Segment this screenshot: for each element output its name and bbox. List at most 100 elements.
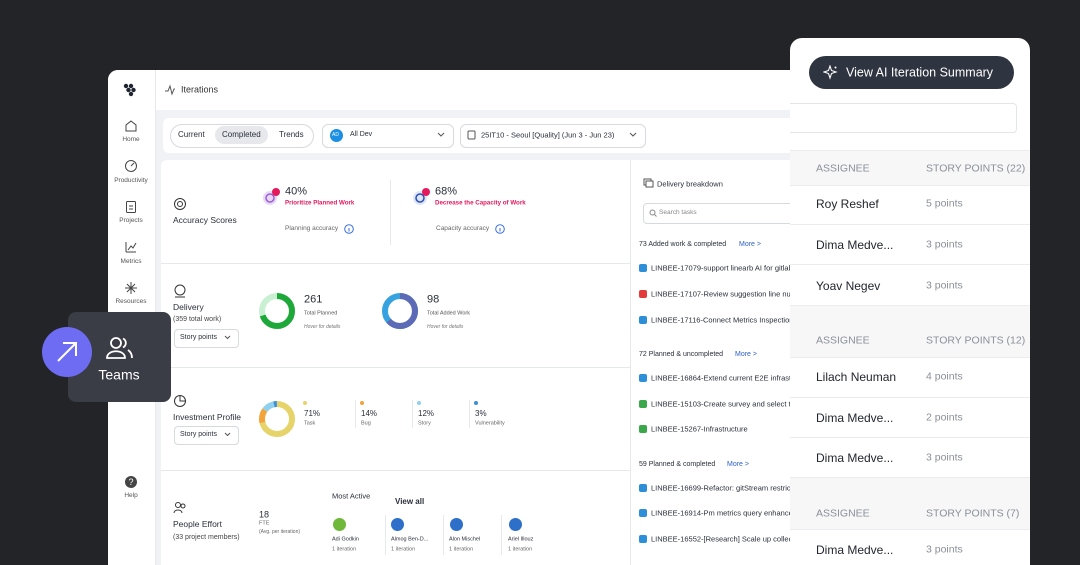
summary-box — [790, 103, 1017, 133]
member-iterations: 1 iteration — [508, 546, 533, 553]
divider — [412, 400, 413, 428]
task[interactable]: LINBEE-17079-support linearb AI for gitl… — [651, 263, 791, 273]
tab[interactable]: Current — [178, 130, 205, 140]
column-header: STORY POINTS (12) — [926, 334, 1026, 347]
info-icon[interactable] — [495, 224, 505, 234]
metric-label: Capacity accuracy — [436, 225, 490, 233]
divider — [469, 400, 470, 428]
search-placeholder: Search tasks — [659, 209, 697, 217]
profile-label: Vulnerability — [475, 420, 505, 427]
section-subtitle: (359 total work) — [173, 315, 222, 323]
section-header — [790, 150, 1030, 186]
dropdown-label: Story points — [180, 333, 217, 341]
dropdown-label: Story points — [180, 430, 217, 438]
iteration-icon — [467, 130, 476, 140]
row-divider — [790, 224, 1030, 225]
help-icon[interactable]: ? — [124, 475, 138, 489]
task[interactable]: LINBEE-15267-Infrastructure — [651, 424, 748, 434]
member-name: Adi Godkin — [332, 536, 359, 543]
column-header: STORY POINTS (7) — [926, 507, 1020, 520]
avatar — [509, 518, 522, 531]
productivity-icon[interactable] — [124, 159, 138, 173]
task-icon — [639, 400, 647, 408]
metric-alert: Prioritize Planned Work — [285, 199, 355, 207]
iteration-dropdown[interactable] — [460, 124, 646, 148]
tab[interactable]: Trends — [279, 130, 304, 140]
team-dropdown[interactable] — [322, 124, 454, 148]
task-icon — [639, 484, 647, 492]
assignee: Roy Reshef — [816, 196, 879, 211]
task[interactable]: LINBEE-16864-Extend current E2E infrastr… — [651, 373, 791, 383]
divider — [390, 180, 391, 245]
section-title: Accuracy Scores — [173, 214, 237, 225]
member-iterations: 1 iteration — [391, 546, 416, 553]
divider — [161, 367, 630, 368]
ai-summary-label: View AI Iteration Summary — [846, 65, 994, 80]
projects-icon[interactable] — [124, 200, 138, 214]
task[interactable]: LINBEE-16552-[Research] Scale up collect… — [651, 534, 791, 544]
accuracy-icon — [174, 198, 186, 210]
ai-panel: View AI Iteration Summary ASSIGNEE STORY… — [790, 38, 1030, 565]
more-link[interactable]: More > — [727, 460, 749, 468]
stat-label: Total Added Work — [427, 310, 471, 317]
metric-label: Planning accuracy — [285, 225, 339, 233]
task-icon — [639, 374, 647, 382]
unit-dropdown[interactable] — [174, 426, 239, 445]
member-iterations: 1 iteration — [449, 546, 474, 553]
task[interactable]: LINBEE-15103-Create survey and select to… — [651, 399, 791, 409]
profile-value: 71% — [304, 409, 321, 419]
ai-summary-button[interactable] — [809, 56, 1014, 89]
points: 5 points — [926, 197, 963, 210]
chevron — [224, 432, 231, 437]
points: 2 points — [926, 411, 963, 424]
iterations-icon — [165, 84, 175, 96]
investment-icon — [174, 395, 186, 407]
metric-value: 40% — [285, 185, 308, 198]
metrics-icon[interactable] — [124, 240, 138, 254]
legend-dot — [417, 401, 421, 405]
task[interactable]: LINBEE-17107-Review suggestion line numb… — [651, 289, 791, 299]
divider — [630, 160, 631, 565]
nav-label[interactable]: Metrics — [120, 258, 142, 266]
profile-label: Story — [418, 420, 431, 427]
points: 3 points — [926, 543, 963, 556]
view-all[interactable]: View all — [395, 497, 425, 507]
legend-dot — [360, 401, 364, 405]
more-link[interactable]: More > — [735, 350, 757, 358]
people-icon — [173, 502, 186, 514]
column-header: ASSIGNEE — [816, 334, 870, 347]
nav-label[interactable]: Productivity — [114, 177, 148, 185]
resources-icon[interactable] — [124, 281, 138, 295]
delivery-icon — [174, 284, 186, 298]
info-icon[interactable] — [344, 224, 354, 234]
task-icon — [639, 425, 647, 433]
content-card — [161, 160, 828, 565]
profile-label: Bug — [361, 420, 371, 427]
profile-value: 12% — [418, 409, 435, 419]
section-title: Delivery — [173, 301, 204, 312]
task[interactable]: LINBEE-16699-Refactor: gitStream restric… — [651, 483, 791, 493]
unit-dropdown[interactable] — [174, 329, 239, 348]
breakdown: Delivery breakdown Search tasks 73 Added… — [631, 160, 791, 565]
breakdown-icon — [643, 178, 654, 188]
nav-label[interactable]: Projects — [119, 217, 143, 225]
assignee: Dima Medve... — [816, 410, 894, 425]
task[interactable]: LINBEE-17116-Connect Metrics Inspection — [651, 315, 791, 325]
home-icon[interactable] — [124, 119, 138, 133]
group-label: 72 Planned & uncompleted — [639, 350, 724, 358]
nav-label[interactable]: Resources — [115, 298, 147, 306]
nav-label[interactable]: Home — [122, 136, 140, 144]
team-label: All Dev — [350, 130, 373, 138]
stat-label: Total Planned — [304, 310, 338, 317]
search-box[interactable] — [643, 203, 791, 224]
divider — [385, 515, 386, 555]
task-icon — [639, 535, 647, 543]
assignee: Lilach Neuman — [816, 369, 897, 384]
more-link[interactable]: More > — [739, 240, 761, 248]
nav-label[interactable]: Help — [124, 492, 138, 500]
tab[interactable]: Completed — [222, 130, 261, 140]
task[interactable]: LINBEE-16914-Pm metrics query enhancemen… — [651, 508, 791, 518]
arrow-badge — [42, 327, 92, 377]
chevron — [224, 335, 231, 340]
